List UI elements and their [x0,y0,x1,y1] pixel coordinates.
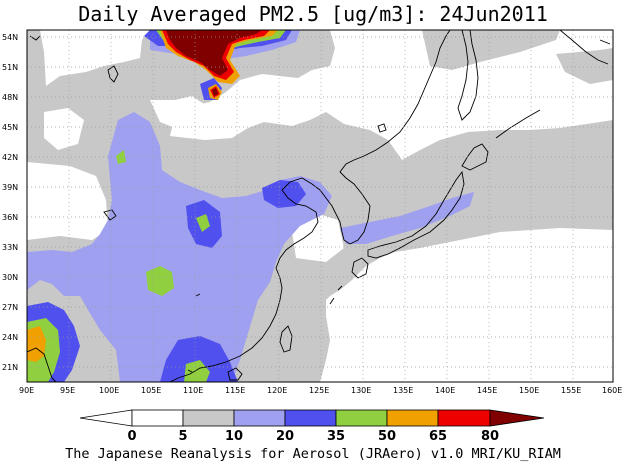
contour-white-gap-3 [27,162,108,240]
lon-tick-155e: 155E [561,386,581,395]
lon-tick-115e: 115E [225,386,245,395]
coast-myanmar [27,347,57,382]
colorbar-swatch-0-5 [131,409,184,427]
coast-baikal [107,65,119,83]
lat-tick-48n: 48N [2,93,18,102]
lat-tick-54n: 54N [2,33,18,42]
contour-green-5 [184,360,210,382]
colorbar-swatch-35-50 [335,409,388,427]
contour-orange-southwest [27,326,46,362]
colorbar-label-80: 80 [481,429,499,444]
coast-northeast [599,39,611,45]
colorbar-label-5: 5 [178,429,187,444]
coast-china [169,177,337,382]
colorbar-swatch-20-35 [284,409,337,427]
grid-lines [27,30,613,382]
lat-tick-36n: 36N [2,213,18,222]
contour-white-gap-1 [150,96,210,130]
colorbar-arrow-right [489,409,545,427]
colorbar-label-20: 20 [276,429,294,444]
contour-green-2 [196,214,210,232]
coastlines [27,30,611,382]
lon-tick-90e: 90E [19,386,34,395]
contour-darkred-spot [212,88,218,96]
colorbar-label-10: 10 [225,429,243,444]
lat-tick-51n: 51N [2,63,18,72]
lon-tick-100e: 100E [99,386,119,395]
lat-tick-24n: 24N [2,333,18,342]
colorbar-swatch-10-20 [233,409,286,427]
lon-tick-105e: 105E [141,386,161,395]
lat-axis: 21N 24N 27N 30N 33N 36N 39N 42N 45N 48N … [2,33,18,372]
colorbar-swatch-50-65 [386,409,439,427]
lat-tick-30n: 30N [2,273,18,282]
contour-white-gap-5 [336,280,613,382]
contour-green-3 [116,150,126,164]
coast-amur-lake [377,123,387,133]
contour-white-gap-2 [44,108,84,150]
lat-tick-45n: 45N [2,123,18,132]
coast-korea [335,155,371,245]
lat-tick-21n: 21N [2,363,18,372]
coast-russia [363,30,451,157]
coast-taiwan [279,325,293,353]
lon-tick-160e: 160E [602,386,622,395]
coast-ryukyu [329,285,343,305]
colorbar-swatch-5-10 [182,409,235,427]
lon-tick-95e: 95E [60,386,75,395]
contour-gray-upper-right [556,48,613,84]
plot-frame [26,29,614,383]
contour-gray-northeast [422,30,560,70]
map-title: Daily Averaged PM2.5 [ug/m3]: 24Jun2011 [78,2,548,26]
lon-axis: 90E 95E 100E 105E 110E 115E 120E 125E 13… [19,386,622,395]
colorbar-label-0: 0 [127,429,136,444]
contour-white-gap-4 [290,212,344,262]
coast-sakhalin [457,30,479,121]
lat-tick-33n: 33N [2,243,18,252]
coast-hainan [227,367,243,381]
coast-kyushu [351,257,369,279]
lon-tick-140e: 140E [435,386,455,395]
coast-honshu [367,170,465,259]
coast-kuril [495,109,541,139]
contour-green-1 [146,266,174,296]
pm25-field [27,30,613,382]
colorbar [79,409,545,427]
lon-tick-145e: 145E [477,386,497,395]
contour-darkred-north [166,30,262,76]
coast-hokkaido [461,143,489,171]
colorbar-label-35: 35 [327,429,345,444]
coast-lake [103,209,117,221]
lon-tick-130e: 130E [351,386,371,395]
colorbar-labels: 0 5 10 20 35 50 65 80 [127,429,499,444]
lat-tick-39n: 39N [2,183,18,192]
credit-line: The Japanese Reanalysis for Aerosol (JRA… [65,446,561,462]
colorbar-swatch-65-80 [437,409,491,427]
colorbar-label-65: 65 [429,429,447,444]
lon-tick-150e: 150E [519,386,539,395]
lon-tick-120e: 120E [267,386,287,395]
colorbar-label-50: 50 [378,429,396,444]
lat-tick-27n: 27N [2,303,18,312]
lon-tick-110e: 110E [183,386,203,395]
coast-sc-island [187,293,201,373]
colorbar-arrow-left [79,409,133,427]
lon-tick-125e: 125E [309,386,329,395]
contour-lightblue-japan [340,192,474,244]
lon-tick-135e: 135E [393,386,413,395]
coast-okhotsk [559,30,609,65]
contour-blue-south [160,336,238,382]
lat-tick-42n: 42N [2,153,18,162]
